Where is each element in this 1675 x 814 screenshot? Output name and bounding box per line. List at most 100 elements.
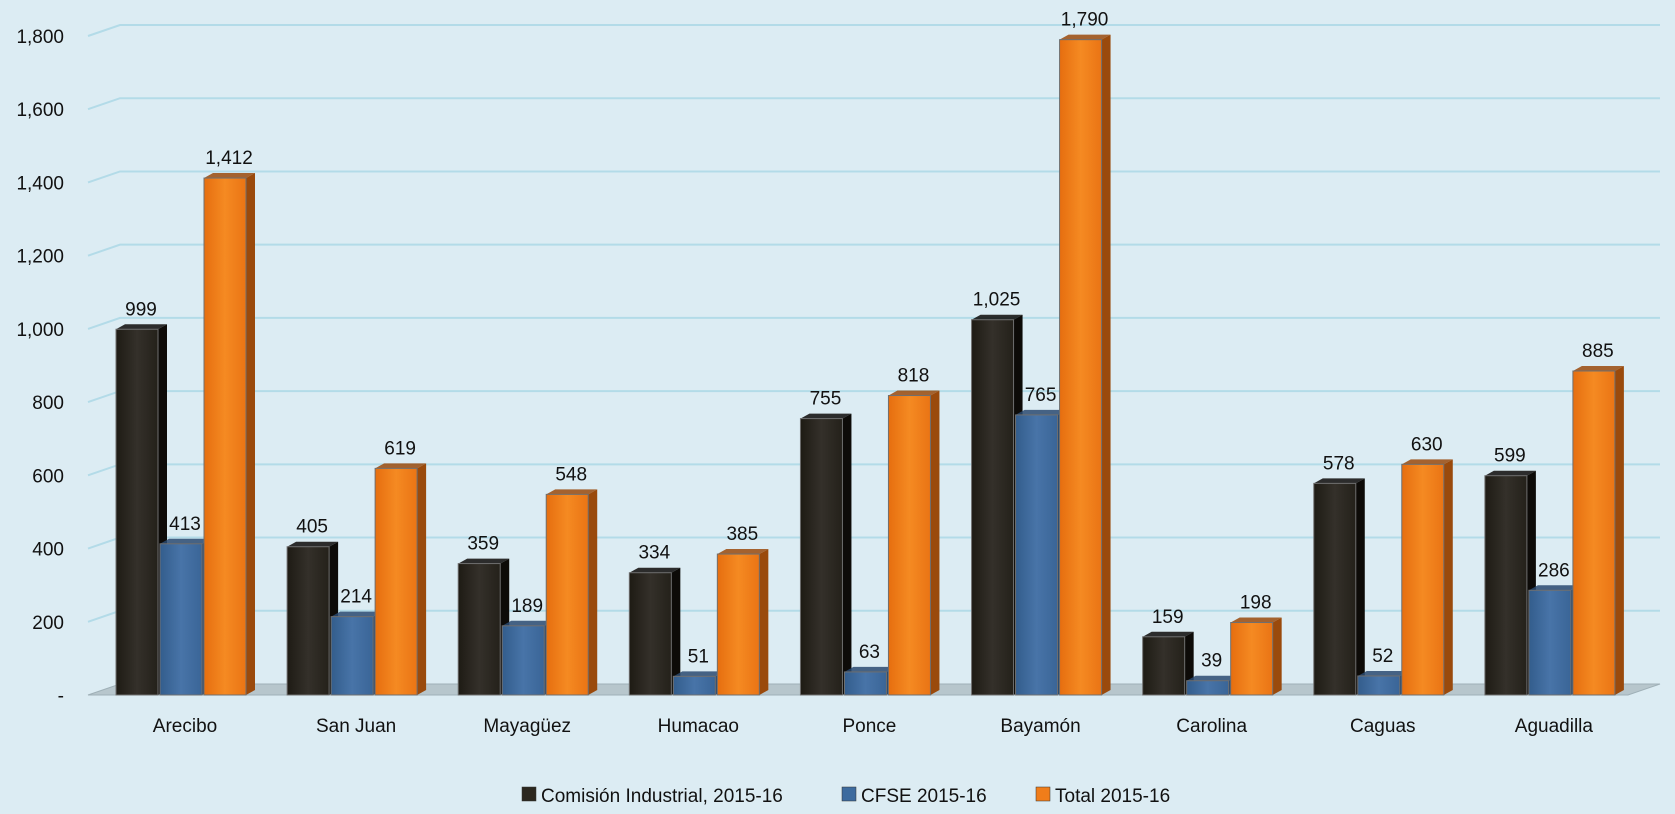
data-label: 1,025 [973, 290, 1021, 311]
legend-label: Comisión Industrial, 2015-16 [541, 786, 783, 807]
bar-side [1614, 365, 1624, 695]
data-label: 413 [169, 514, 201, 535]
data-label: 999 [125, 299, 157, 320]
bar-side [1101, 34, 1111, 695]
data-label: 1,412 [205, 148, 253, 169]
bar-top [717, 549, 769, 555]
bar[interactable] [1142, 636, 1186, 696]
bar[interactable] [374, 467, 418, 696]
bar[interactable] [716, 553, 760, 696]
bar-top [1357, 670, 1409, 676]
data-label: 1,790 [1061, 10, 1109, 31]
bar-top [1528, 585, 1580, 591]
gridline [87, 243, 1660, 257]
x-tick-label: Mayagüez [483, 716, 571, 737]
bar-top [800, 413, 852, 419]
data-label: 755 [810, 389, 842, 410]
bar-top [888, 390, 940, 396]
bar[interactable] [1484, 475, 1528, 696]
bar-top [1313, 478, 1365, 484]
x-tick-label: Bayamón [1000, 716, 1080, 737]
bar-side [1355, 478, 1365, 695]
bar[interactable] [843, 671, 887, 696]
bar[interactable] [887, 395, 931, 696]
y-tick-label: 200 [32, 613, 64, 634]
gridline [87, 170, 1660, 184]
bar[interactable] [1186, 680, 1230, 696]
gridline [87, 24, 1660, 37]
bar[interactable] [799, 418, 843, 696]
bar-side [1272, 617, 1282, 695]
x-tick-label: San Juan [316, 716, 396, 737]
data-label: 385 [726, 524, 758, 545]
legend-swatch [841, 786, 857, 802]
bar[interactable] [286, 546, 330, 696]
bar[interactable] [1528, 589, 1572, 696]
x-tick-label: Caguas [1350, 716, 1416, 737]
bar[interactable] [1572, 370, 1616, 696]
gridline [87, 97, 1660, 111]
y-tick-label: 1,000 [16, 320, 64, 341]
legend-item[interactable]: Comisión Industrial, 2015-16 [521, 786, 783, 807]
bar[interactable] [672, 675, 716, 696]
bar-top [1186, 675, 1238, 681]
y-tick-label: - [58, 686, 64, 707]
bar[interactable] [1230, 622, 1274, 696]
legend-item[interactable]: Total 2015-16 [1035, 786, 1170, 807]
bar[interactable] [545, 493, 589, 696]
bar-top [673, 671, 725, 677]
bar[interactable] [1015, 414, 1059, 696]
data-label: 39 [1201, 651, 1222, 672]
bar[interactable] [1401, 463, 1445, 696]
bar[interactable] [501, 625, 545, 696]
bar[interactable] [457, 563, 501, 696]
legend-label: CFSE 2015-16 [861, 786, 987, 807]
bar-top [1230, 617, 1282, 623]
bar[interactable] [159, 543, 203, 696]
bar-top [204, 173, 255, 179]
legend-item[interactable]: CFSE 2015-16 [841, 786, 987, 807]
y-tick-label: 1,400 [16, 173, 64, 194]
bar-top [502, 620, 554, 626]
y-tick-label: 400 [32, 540, 64, 561]
bar-top [1401, 459, 1453, 465]
data-label: 405 [296, 517, 328, 538]
bar-side [671, 567, 681, 695]
data-label: 765 [1025, 385, 1057, 406]
y-tick-label: 1,600 [16, 100, 64, 121]
bar-top [458, 558, 510, 564]
bar[interactable] [203, 177, 247, 696]
bar-side [588, 489, 598, 695]
y-tick-label: 800 [32, 393, 64, 414]
bar-top [971, 314, 1023, 320]
data-label: 578 [1323, 453, 1355, 474]
bar-top [844, 666, 896, 672]
data-label: 286 [1538, 560, 1570, 581]
bar-top [331, 611, 383, 617]
data-label: 885 [1582, 341, 1614, 362]
data-label: 359 [467, 534, 499, 555]
bar-side [759, 549, 769, 695]
data-label: 63 [859, 642, 880, 663]
x-tick-label: Aguadilla [1515, 716, 1594, 737]
data-label: 198 [1240, 593, 1272, 614]
bar[interactable] [971, 319, 1015, 696]
gridline [87, 390, 1660, 404]
data-label: 189 [511, 596, 543, 617]
y-tick-label: 1,800 [16, 27, 64, 48]
data-label: 548 [555, 464, 587, 485]
bar-top [116, 324, 167, 330]
bar[interactable] [1313, 482, 1357, 696]
bar-top [1015, 409, 1067, 415]
bar[interactable] [628, 572, 672, 696]
bar[interactable] [115, 328, 159, 696]
bar[interactable] [330, 616, 374, 696]
bar[interactable] [1357, 675, 1401, 696]
bar-top [1572, 365, 1624, 371]
x-tick-label: Arecibo [153, 716, 217, 737]
bar-top [629, 567, 681, 573]
bar-top [546, 489, 598, 495]
y-tick-label: 1,200 [16, 247, 64, 268]
bar[interactable] [1059, 39, 1103, 696]
